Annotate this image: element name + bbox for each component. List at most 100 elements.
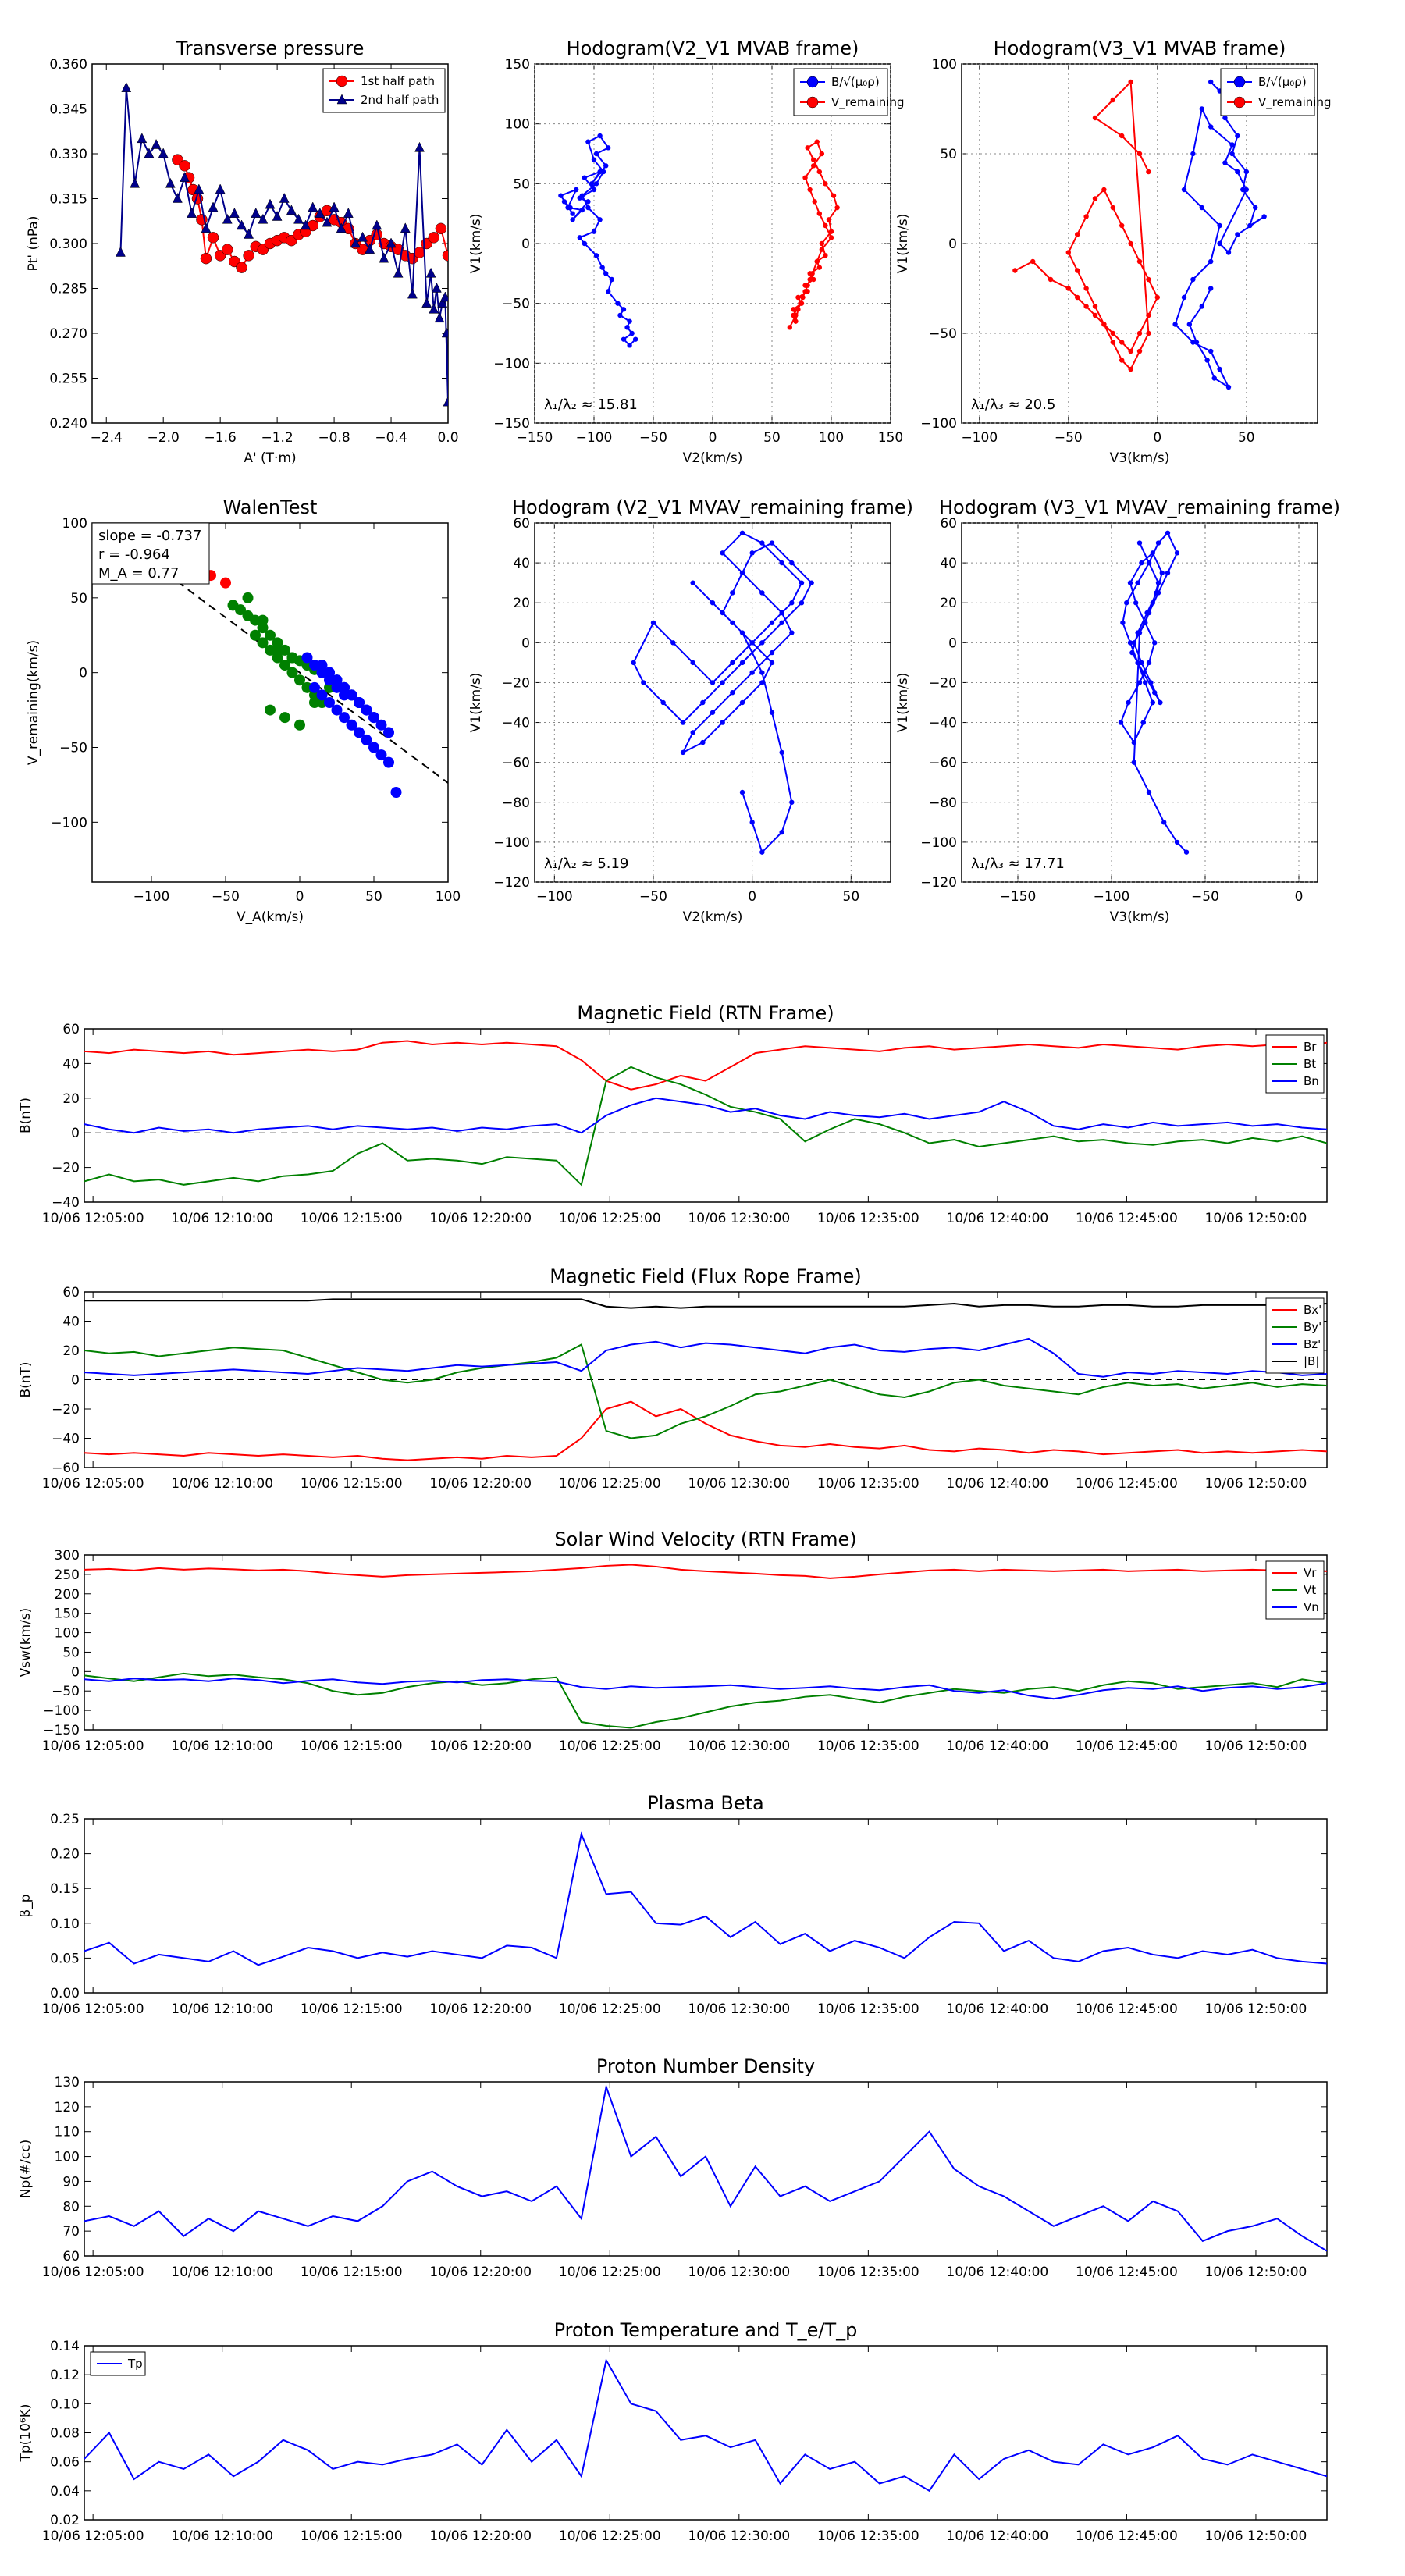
x-tick-label: 10/06 12:50:00 bbox=[1205, 1738, 1307, 1754]
data-point bbox=[700, 699, 706, 706]
x-tick-label: −100 bbox=[961, 430, 998, 446]
x-axis-label: V2(km/s) bbox=[683, 909, 743, 925]
data-point bbox=[365, 244, 375, 254]
data-point bbox=[393, 267, 404, 278]
y-tick-label: 0.10 bbox=[50, 2396, 80, 2412]
data-point bbox=[1181, 294, 1187, 301]
x-axis-label: A' (T·m) bbox=[244, 450, 296, 466]
x-tick-label: 10/06 12:25:00 bbox=[559, 1738, 661, 1754]
legend-label: By' bbox=[1304, 1320, 1321, 1334]
data-point bbox=[383, 727, 394, 738]
y-tick-label: 60 bbox=[62, 2249, 80, 2265]
y-tick-label: −40 bbox=[52, 1195, 80, 1211]
data-point bbox=[242, 592, 254, 603]
data-point bbox=[442, 250, 448, 262]
y-tick-label: 20 bbox=[940, 596, 957, 611]
data-point bbox=[1146, 560, 1152, 566]
data-point bbox=[600, 169, 606, 175]
x-tick-label: −50 bbox=[639, 889, 667, 905]
data-point bbox=[574, 187, 579, 193]
data-point bbox=[1092, 196, 1098, 201]
data-point bbox=[331, 704, 343, 716]
y-tick-label: −100 bbox=[920, 416, 957, 432]
data-point bbox=[272, 210, 283, 221]
y-tick-label: 0.15 bbox=[50, 1881, 80, 1897]
data-point bbox=[789, 560, 795, 566]
data-point bbox=[308, 201, 318, 212]
x-tick-label: 10/06 12:35:00 bbox=[817, 1476, 919, 1492]
x-tick-label: 10/06 12:30:00 bbox=[688, 1738, 790, 1754]
data-point bbox=[1128, 79, 1133, 85]
plot-frame bbox=[84, 1818, 1328, 1994]
data-point bbox=[1174, 839, 1180, 845]
data-point bbox=[1083, 214, 1089, 219]
data-point bbox=[828, 235, 834, 240]
data-point bbox=[624, 325, 630, 330]
legend-label: Vn bbox=[1304, 1600, 1319, 1614]
x-tick-label: 0 bbox=[748, 889, 756, 905]
data-point bbox=[1131, 760, 1137, 765]
y-tick-label: −50 bbox=[52, 1684, 80, 1699]
y-tick-label: 200 bbox=[55, 1587, 80, 1603]
x-tick-label: −100 bbox=[133, 889, 170, 905]
legend-label: B/√(μ₀ρ) bbox=[1258, 75, 1307, 89]
data-point bbox=[1148, 680, 1154, 685]
data-point bbox=[1233, 76, 1246, 88]
data-point bbox=[215, 183, 226, 194]
data-point bbox=[1120, 620, 1126, 625]
x-tick-label: 100 bbox=[436, 889, 461, 905]
y-tick-label: −60 bbox=[929, 756, 957, 771]
data-point bbox=[368, 712, 379, 724]
data-point bbox=[279, 660, 290, 671]
chart-title: Hodogram (V2_V1 MVAV_remaining frame) bbox=[512, 496, 913, 518]
data-point bbox=[1139, 560, 1144, 566]
data-point bbox=[173, 192, 183, 203]
x-tick-label: 10/06 12:05:00 bbox=[42, 1476, 144, 1492]
data-point bbox=[811, 163, 816, 169]
x-tick-label: −0.4 bbox=[375, 430, 407, 446]
data-point bbox=[1133, 600, 1139, 606]
data-point bbox=[1131, 640, 1137, 646]
data-point bbox=[597, 133, 603, 139]
y-tick-label: 90 bbox=[62, 2174, 80, 2190]
y-axis-label: V1(km/s) bbox=[468, 214, 484, 274]
x-tick-label: 10/06 12:50:00 bbox=[1205, 2265, 1307, 2280]
data-point bbox=[437, 297, 448, 308]
y-tick-label: 0 bbox=[521, 237, 530, 252]
data-point bbox=[1136, 540, 1143, 546]
y-tick-label: 0.04 bbox=[50, 2484, 80, 2500]
y-tick-label: 110 bbox=[55, 2125, 80, 2140]
y-tick-label: 20 bbox=[62, 1091, 80, 1107]
x-axis-label: V_A(km/s) bbox=[237, 909, 304, 925]
data-point bbox=[265, 629, 276, 641]
y-tick-label: 0.00 bbox=[50, 1986, 80, 2001]
data-point bbox=[383, 756, 394, 768]
x-axis-label: V3(km/s) bbox=[1110, 450, 1170, 466]
data-point bbox=[425, 267, 436, 278]
y-tick-label: 50 bbox=[513, 176, 530, 192]
data-point bbox=[339, 712, 350, 724]
data-point bbox=[819, 151, 825, 157]
series-line bbox=[84, 1672, 1327, 1729]
x-tick-label: −2.4 bbox=[91, 430, 123, 446]
data-point bbox=[1186, 322, 1193, 327]
data-point bbox=[272, 644, 283, 656]
series-line bbox=[84, 1066, 1327, 1187]
data-point bbox=[414, 247, 425, 258]
data-point bbox=[710, 680, 716, 685]
data-point bbox=[201, 222, 212, 233]
y-tick-label: 0.270 bbox=[49, 326, 87, 342]
data-point bbox=[1235, 232, 1240, 237]
data-point bbox=[1128, 348, 1133, 354]
y-tick-label: 60 bbox=[62, 1022, 80, 1037]
x-tick-label: 10/06 12:20:00 bbox=[429, 2001, 532, 2017]
data-point bbox=[1065, 286, 1072, 291]
data-point bbox=[749, 640, 755, 646]
series-line bbox=[84, 1564, 1327, 1579]
data-point bbox=[1217, 366, 1222, 372]
data-point bbox=[1155, 590, 1161, 596]
annotation-box bbox=[91, 522, 210, 585]
y-tick-label: 0.08 bbox=[50, 2426, 80, 2442]
chart-title: Plasma Beta bbox=[647, 1792, 763, 1814]
y-tick-label: 300 bbox=[55, 1548, 80, 1564]
